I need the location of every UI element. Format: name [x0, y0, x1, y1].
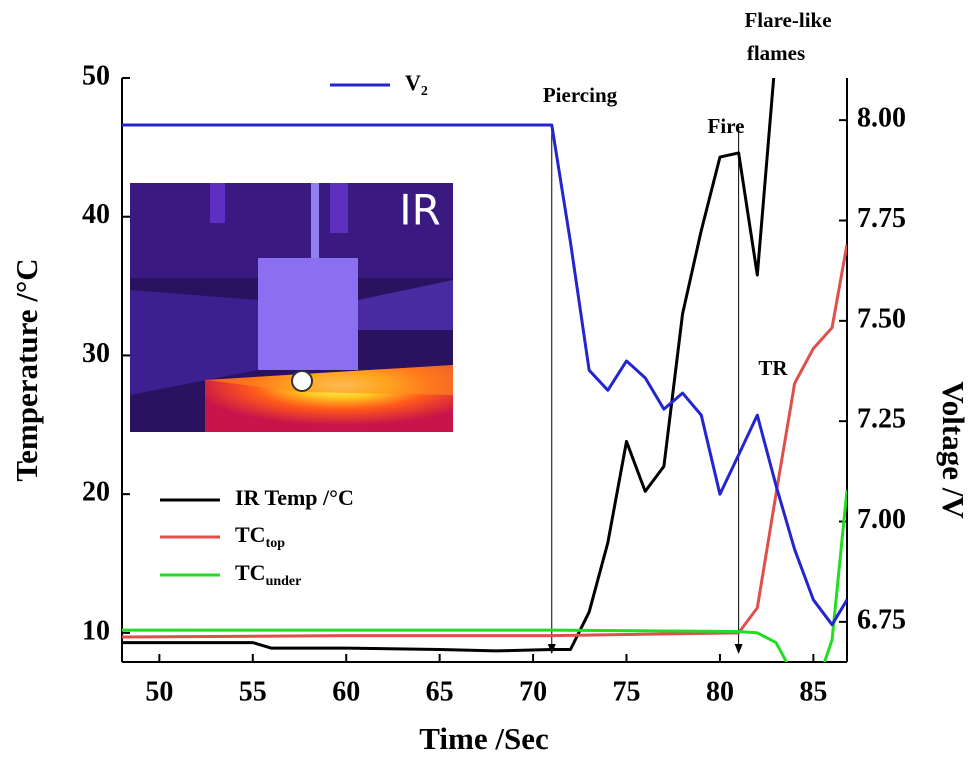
series-line [122, 78, 776, 653]
legend-label: IR Temp /°C [235, 485, 354, 510]
x-axis-label: Time /Sec [419, 721, 548, 756]
x-tick-label: 80 [706, 676, 734, 707]
axes [121, 78, 848, 663]
y2-tick-label: 7.25 [857, 404, 906, 435]
x-tick-label: 55 [239, 676, 267, 707]
y-axis-label: Temperature /°C [9, 258, 44, 481]
y2-axis-label: Voltage /V [936, 381, 971, 519]
annotation: Fire [708, 114, 745, 138]
y2-tick-label: 7.00 [857, 504, 906, 535]
legend-subscript: 2 [421, 84, 428, 99]
legend-text: TC [235, 560, 266, 585]
annotation: Piercing [543, 83, 618, 107]
y2-tick-label: 6.75 [857, 604, 906, 635]
legend-text: IR Temp /°C [235, 485, 354, 510]
x-tick-label: 50 [145, 676, 173, 707]
x-tick-label: 75 [613, 676, 641, 707]
plot-area [122, 78, 847, 662]
series-line [122, 489, 847, 662]
series-line [122, 244, 847, 639]
x-tick-label: 60 [332, 676, 360, 707]
legend-label: V2 [405, 70, 428, 99]
x-tick-label: 70 [519, 676, 547, 707]
series-line [122, 123, 847, 627]
ir-inset: IR [130, 183, 453, 432]
y-tick-label: 20 [82, 477, 110, 508]
y2-tick-label: 7.75 [857, 203, 906, 234]
x-tick-label: 85 [799, 676, 827, 707]
annotation: flames [747, 41, 805, 65]
y-tick-label: 10 [82, 615, 110, 646]
legend-subscript: top [266, 536, 286, 551]
y-tick-label: 40 [82, 199, 110, 230]
y-tick-label: 50 [82, 60, 110, 91]
legend-text: V [405, 70, 421, 95]
y-tick-label: 30 [82, 338, 110, 369]
legend-subscript: under [266, 574, 302, 589]
y2-tick-label: 7.50 [857, 303, 906, 334]
inset-label: IR [399, 186, 441, 235]
legend-text: TC [235, 522, 266, 547]
legend-label: TCtop [235, 522, 285, 551]
event-arrow [734, 644, 743, 654]
annotation: Flare-like [744, 8, 831, 32]
x-tick-label: 65 [426, 676, 454, 707]
legend-label: TCunder [235, 560, 301, 589]
y2-tick-label: 8.00 [857, 103, 906, 134]
annotation: TR [758, 356, 788, 380]
